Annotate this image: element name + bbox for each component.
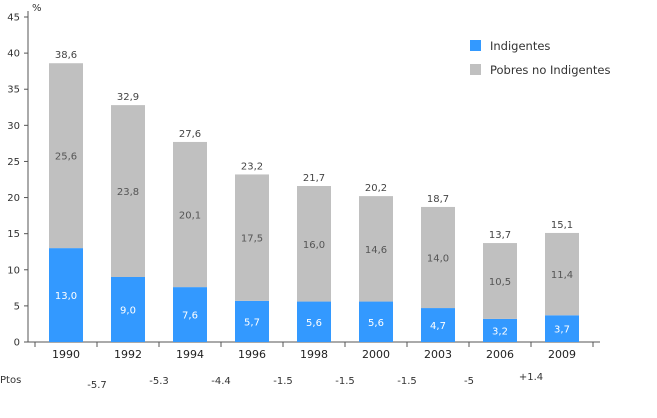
- label-pobres-no-indigentes: 10,5: [489, 277, 511, 288]
- label-pobres-no-indigentes: 17,5: [241, 234, 263, 245]
- bars: [49, 63, 579, 342]
- bar-indigentes: [421, 308, 455, 342]
- x-axis: 1990 1992 1994 1996 1998 2000 2003 2006 2009: [28, 341, 600, 361]
- label-pobres-no-indigentes: 14,6: [365, 245, 387, 256]
- bar-pobres-no-indigentes: [297, 186, 331, 302]
- bar-pobres-no-indigentes: [49, 63, 83, 249]
- bar-indigentes: [173, 287, 207, 342]
- bar-indigentes: [111, 277, 145, 342]
- legend-swatch: [470, 40, 481, 51]
- label-indigentes: 4,7: [430, 321, 446, 332]
- y-tick-label: 30: [7, 121, 20, 132]
- bar-pobres-no-indigentes: [111, 105, 145, 277]
- y-axis: 0 5 10 15 20 25 30 35 40 45%: [7, 3, 41, 349]
- pts-change-value: -1.5: [273, 376, 293, 387]
- x-tick-label: 1990: [52, 348, 80, 361]
- bar-indigentes: [235, 300, 269, 342]
- x-tick-label: 1998: [300, 348, 328, 361]
- x-tick-label: 1992: [114, 348, 142, 361]
- label-total: 13,7: [489, 230, 511, 241]
- y-tick-label: 5: [14, 301, 20, 312]
- label-indigentes: 7,6: [182, 311, 198, 322]
- pts-change-value: +1.4: [519, 372, 543, 383]
- label-total: 15,1: [551, 220, 573, 231]
- label-total: 38,6: [55, 50, 77, 61]
- label-indigentes: 5,7: [244, 317, 260, 328]
- legend-label: Pobres no Indigentes: [490, 63, 610, 77]
- y-tick-label: 25: [7, 157, 20, 168]
- y-tick-label: 35: [7, 85, 20, 96]
- x-tick-label: 2003: [424, 348, 452, 361]
- bar-pobres-no-indigentes: [235, 174, 269, 301]
- x-tick-label: 2006: [486, 348, 514, 361]
- label-indigentes: 5,6: [368, 318, 384, 329]
- label-total: 20,2: [365, 183, 387, 194]
- x-tick-label: 1996: [238, 348, 266, 361]
- y-axis-unit: %: [32, 3, 42, 14]
- data-labels: 13,0 25,6 38,6 9,0 23,8 32,9 7,6 20,1 27,6 5,7 17,…: [55, 50, 573, 337]
- pts-change-value: -5.3: [149, 376, 169, 387]
- y-tick-label: 0: [14, 338, 20, 349]
- label-indigentes: 3,2: [492, 326, 508, 337]
- y-tick-label: 15: [7, 229, 20, 240]
- label-pobres-no-indigentes: 23,8: [117, 187, 139, 198]
- bar-pobres-no-indigentes: [359, 196, 393, 302]
- y-tick-label: 10: [7, 265, 20, 276]
- bar-indigentes: [483, 318, 517, 342]
- bar-pobres-no-indigentes: [421, 206, 455, 309]
- pts-change-value: -4.4: [211, 376, 231, 387]
- label-total: 21,7: [303, 173, 325, 184]
- legend: Indigentes Pobres no Indigentes: [470, 39, 610, 77]
- points-change-row: Ptos -5.7 -5.3 -4.4 -1.5 -1.5 -1.5 -5 +1.4: [0, 372, 543, 391]
- bar-indigentes: [359, 301, 393, 342]
- label-pobres-no-indigentes: 14,0: [427, 254, 449, 265]
- pts-change-value: -5: [464, 376, 474, 387]
- legend-swatch: [470, 64, 481, 75]
- bar-pobres-no-indigentes: [483, 243, 517, 319]
- bar-indigentes: [49, 248, 83, 342]
- label-indigentes: 5,6: [306, 318, 322, 329]
- x-tick-label: 2009: [548, 348, 576, 361]
- x-tick-label: 2000: [362, 348, 390, 361]
- bar-indigentes: [297, 301, 331, 342]
- label-pobres-no-indigentes: 16,0: [303, 240, 325, 251]
- bar-pobres-no-indigentes: [173, 141, 207, 288]
- pts-change-value: -1.5: [335, 376, 355, 387]
- label-indigentes: 13,0: [55, 291, 77, 302]
- pts-change-value: -1.5: [397, 376, 417, 387]
- label-pobres-no-indigentes: 20,1: [179, 211, 201, 222]
- x-tick-label: 1994: [176, 348, 204, 361]
- y-tick-label: 20: [7, 193, 20, 204]
- y-tick-label: 40: [7, 49, 20, 60]
- label-total: 18,7: [427, 194, 449, 205]
- pts-change-value: -5.7: [87, 380, 107, 391]
- bar-indigentes: [545, 315, 579, 342]
- pts-row-label: Ptos: [0, 375, 21, 386]
- y-tick-label: 45: [7, 13, 20, 24]
- label-total: 27,6: [179, 129, 201, 140]
- label-indigentes: 3,7: [554, 325, 570, 336]
- label-pobres-no-indigentes: 25,6: [55, 152, 77, 163]
- label-total: 23,2: [241, 161, 263, 172]
- label-pobres-no-indigentes: 11,4: [551, 270, 573, 281]
- bar-pobres-no-indigentes: [545, 232, 579, 316]
- label-indigentes: 9,0: [120, 306, 136, 317]
- legend-label: Indigentes: [490, 39, 550, 53]
- label-total: 32,9: [117, 92, 139, 103]
